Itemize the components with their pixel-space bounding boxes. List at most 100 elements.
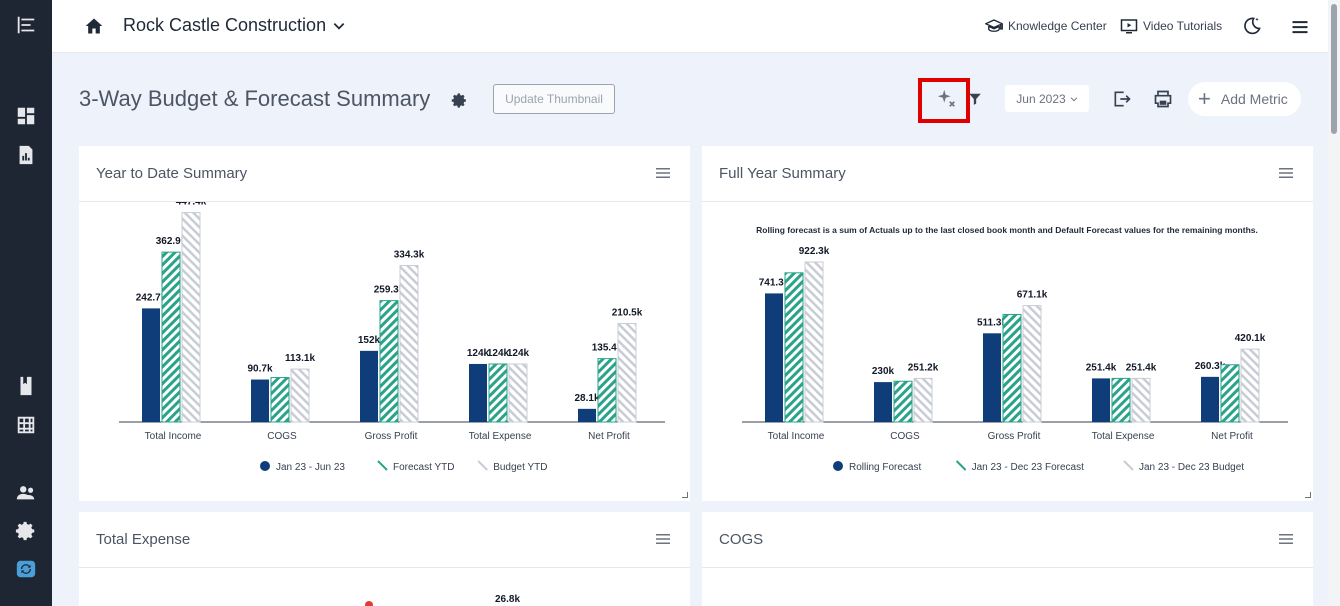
bar[interactable] [1022, 305, 1042, 423]
resize-handle[interactable] [682, 492, 688, 498]
x-tick-label: COGS [890, 431, 920, 442]
video-play-icon [1120, 19, 1138, 34]
knowledge-center-link[interactable]: Knowledge Center [985, 17, 1107, 35]
video-tutorials-link[interactable]: Video Tutorials [1120, 17, 1222, 35]
grid-icon[interactable] [14, 413, 38, 437]
bar[interactable] [142, 308, 160, 422]
company-selector[interactable]: Rock Castle Construction [123, 15, 346, 36]
dashboard-icon[interactable] [14, 104, 38, 128]
data-point [365, 601, 373, 606]
bar-group: 242.7k 362.9k 447.4k [136, 202, 207, 423]
bar[interactable] [1201, 376, 1219, 422]
bar[interactable] [379, 300, 399, 423]
update-thumbnail-button[interactable]: Update Thumbnail [493, 84, 615, 114]
bar[interactable] [1002, 313, 1022, 423]
legend-item[interactable]: Budget YTD [477, 460, 547, 473]
legend-item[interactable]: Rolling Forecast [833, 461, 921, 473]
data-label: 210.5k [612, 307, 643, 318]
bar[interactable] [874, 382, 892, 422]
resize-handle[interactable] [1305, 492, 1311, 498]
legend-swatch [477, 460, 488, 471]
bar[interactable] [1240, 348, 1260, 423]
data-label: 260.3k [1195, 361, 1226, 372]
bar[interactable] [488, 363, 508, 423]
data-label: 251.4k [1086, 362, 1117, 373]
bar[interactable] [469, 363, 487, 422]
top-header: Rock Castle Construction Knowledge Cente… [52, 0, 1328, 53]
sidebar [0, 0, 52, 606]
export-icon[interactable] [1112, 89, 1132, 109]
data-label: 259.3k [374, 285, 405, 296]
card-menu-icon[interactable] [656, 533, 670, 545]
filter-icon[interactable] [968, 92, 982, 106]
card-menu-icon[interactable] [656, 167, 670, 179]
legend-item[interactable]: Forecast YTD [377, 460, 455, 473]
bar[interactable] [1131, 377, 1151, 423]
bar[interactable] [913, 377, 933, 423]
bar[interactable] [508, 363, 528, 423]
data-label: 26.8k [495, 594, 521, 605]
page-title: 3-Way Budget & Forecast Summary [79, 86, 431, 111]
bar[interactable] [1220, 364, 1240, 423]
hamburger-menu-icon[interactable] [1290, 17, 1310, 37]
x-tick-label: Net Profit [588, 431, 630, 442]
bar-group: 741.3k 922.3k [759, 246, 830, 423]
bar[interactable] [617, 322, 637, 423]
gear-icon[interactable] [451, 92, 468, 109]
bar[interactable] [983, 333, 1001, 422]
bar-group: 230k 251.2k [872, 362, 939, 423]
bar[interactable] [893, 380, 913, 423]
data-label: 124k [507, 348, 530, 359]
bar[interactable] [804, 261, 824, 423]
legend-swatch [833, 461, 843, 471]
scrollbar-thumb[interactable] [1331, 4, 1337, 134]
data-label: 447.4k [176, 202, 207, 208]
bar[interactable] [765, 293, 783, 422]
x-tick-label: Total Expense [1092, 431, 1155, 442]
cogs-card: COGS [702, 512, 1313, 606]
date-dropdown[interactable]: Jun 2023 [1005, 85, 1089, 112]
data-label: 420.1k [1235, 333, 1266, 344]
legend-item[interactable]: Jan 23 - Jun 23 [260, 461, 345, 473]
ai-sparkle-icon[interactable] [936, 88, 958, 110]
home-icon[interactable] [84, 16, 104, 36]
add-metric-button[interactable]: + Add Metric [1188, 82, 1301, 116]
legend-item[interactable]: Jan 23 - Dec 23 Forecast [955, 460, 1084, 473]
print-icon[interactable] [1153, 89, 1173, 109]
bar[interactable] [784, 272, 804, 423]
users-icon[interactable] [14, 481, 38, 505]
data-label: 251.2k [908, 362, 939, 373]
card-divider [79, 201, 690, 202]
bar[interactable] [1111, 377, 1131, 423]
bar[interactable] [399, 265, 419, 423]
bar[interactable] [290, 368, 310, 423]
bar[interactable] [270, 377, 290, 423]
bar[interactable] [360, 350, 378, 422]
plus-icon: + [1198, 86, 1211, 111]
book-icon[interactable] [14, 374, 38, 398]
sync-status-icon[interactable] [14, 557, 38, 581]
card-menu-icon[interactable] [1279, 533, 1293, 545]
card-menu-icon[interactable] [1279, 167, 1293, 179]
bar[interactable] [161, 251, 181, 423]
card-divider [79, 567, 690, 568]
x-tick-label: COGS [267, 431, 297, 442]
dark-mode-icon[interactable] [1242, 16, 1262, 36]
app-menu-icon[interactable] [14, 13, 38, 37]
data-label: 741.3k [759, 277, 790, 288]
bar[interactable] [578, 408, 596, 422]
settings-icon[interactable] [14, 519, 38, 543]
scrollbar[interactable] [1328, 0, 1340, 606]
bar[interactable] [597, 358, 617, 423]
reports-icon[interactable] [14, 143, 38, 167]
bar[interactable] [251, 379, 269, 422]
bar-group: 251.4k 251.4k [1086, 362, 1157, 423]
data-label: 511.3k [977, 317, 1007, 328]
data-label: 922.3k [799, 246, 830, 257]
bar[interactable] [181, 212, 201, 423]
data-label: 28.1k [574, 393, 599, 404]
legend-label: Jan 23 - Jun 23 [276, 462, 345, 473]
bar[interactable] [1092, 378, 1110, 422]
full-year-bar-chart: Rolling forecast is a sum of Actuals up … [742, 225, 1288, 473]
legend-item[interactable]: Jan 23 - Dec 23 Budget [1123, 460, 1244, 473]
